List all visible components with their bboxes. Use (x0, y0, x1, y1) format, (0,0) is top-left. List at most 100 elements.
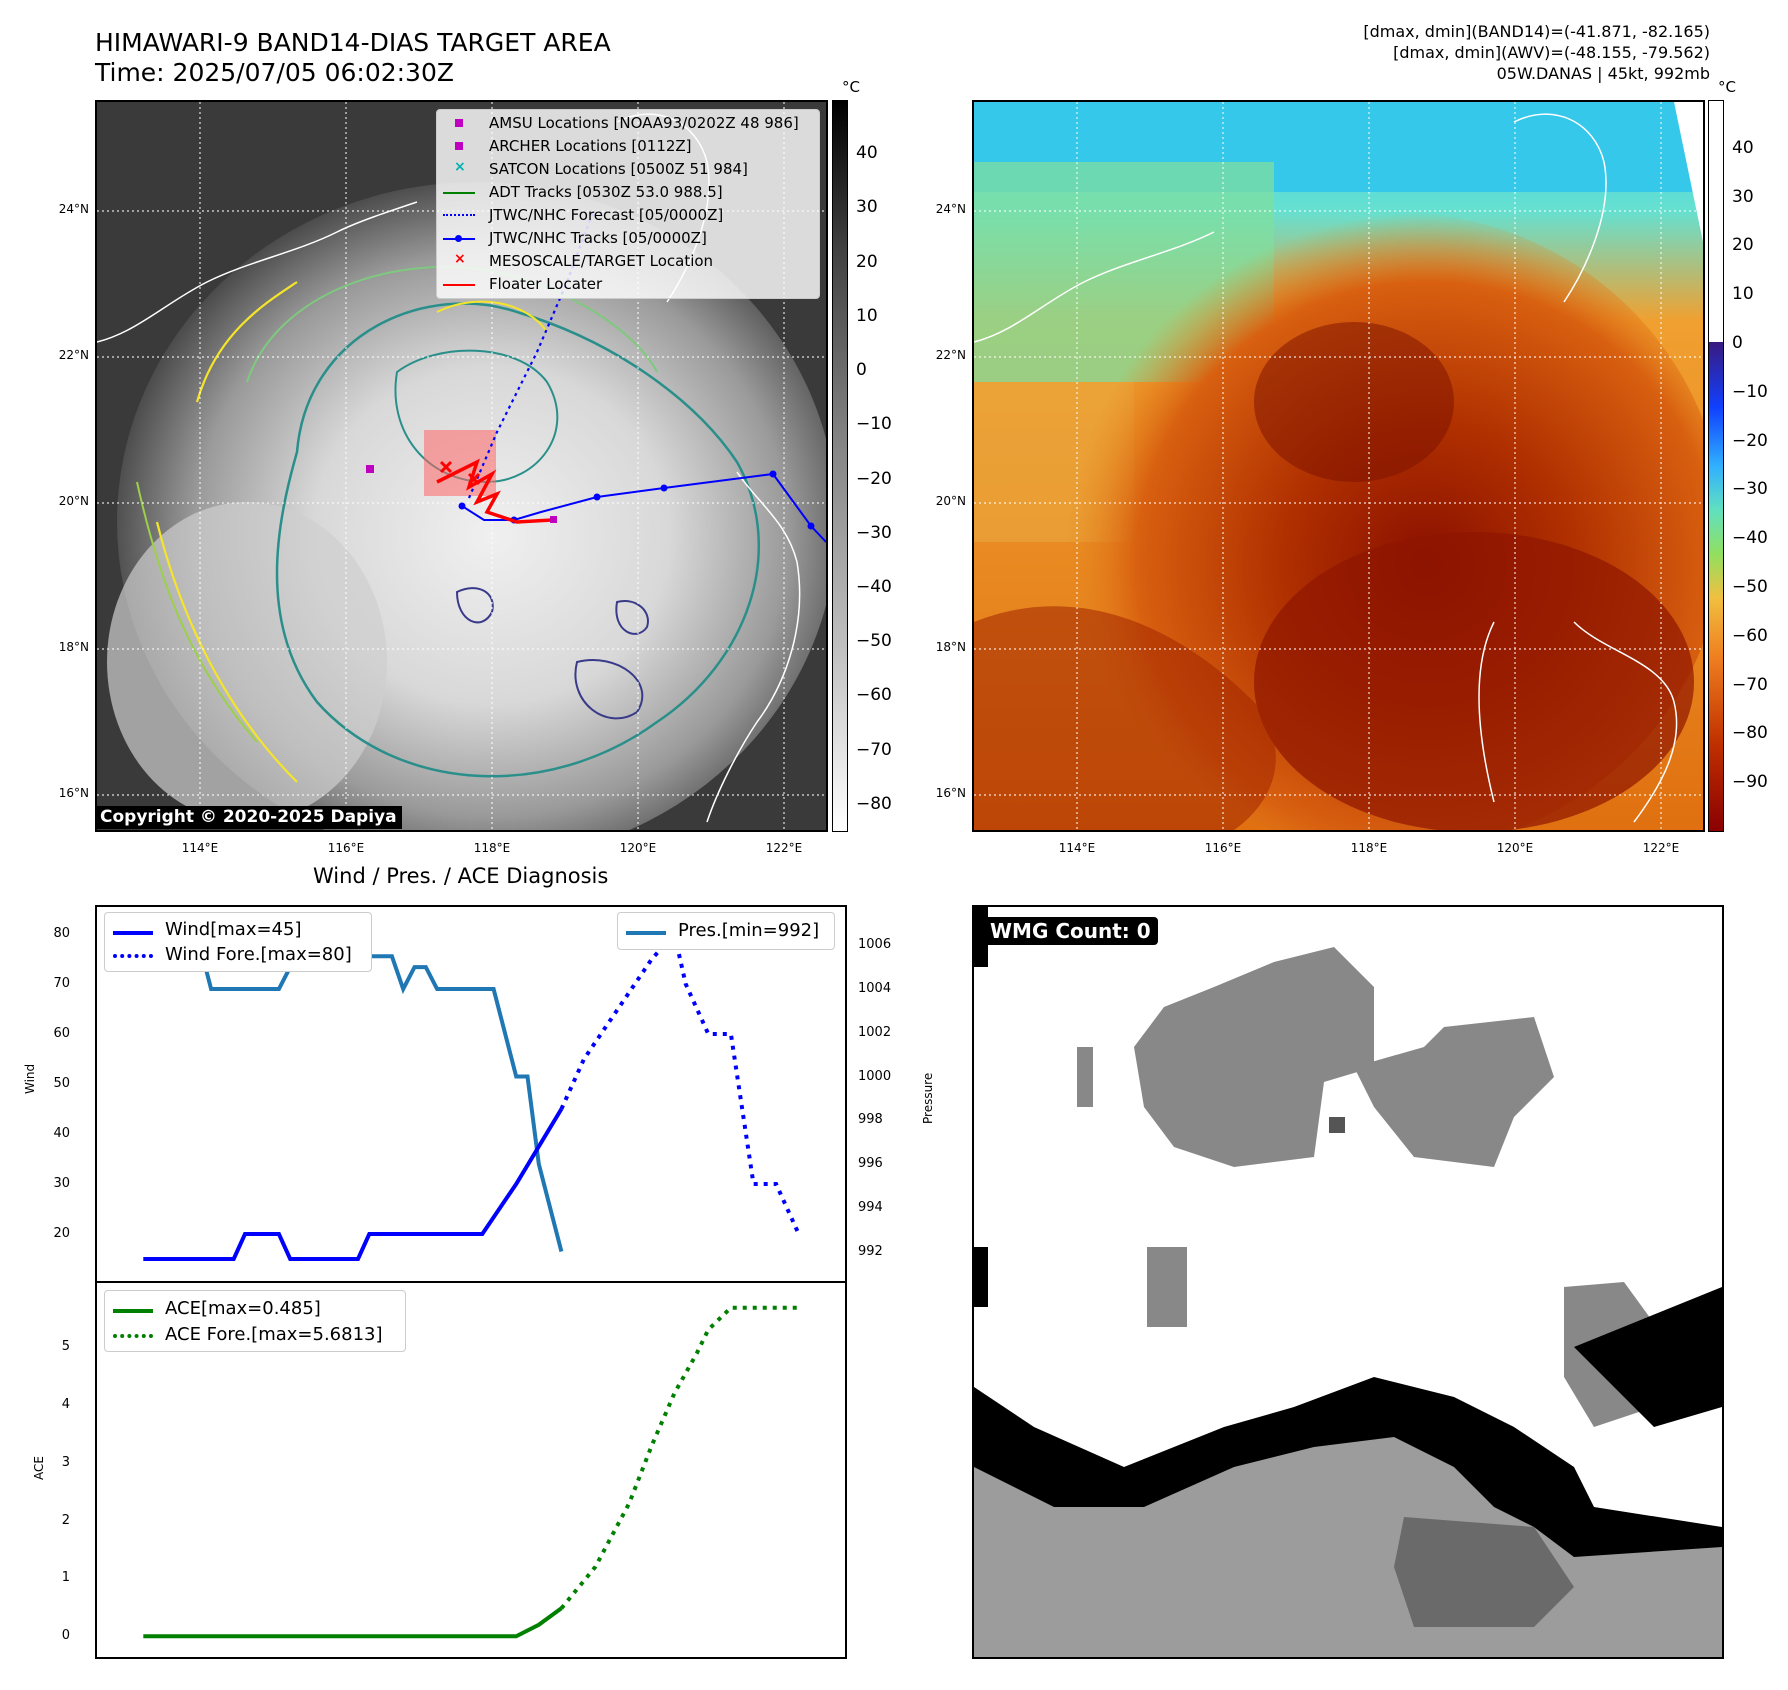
wind-legend-label: Wind[max=45] (165, 919, 302, 940)
wv-lat-tick: 22°N (935, 348, 966, 362)
ir-lon-tick: 122°E (765, 841, 803, 855)
ir-colorbar (832, 100, 848, 832)
ace-fore-line-swatch (113, 1334, 153, 1338)
ir-colorbar-tick: −80 (856, 793, 892, 814)
pressure-tick: 996 (858, 1156, 883, 1171)
ace-forecast-series-line (559, 1305, 799, 1610)
ir-colorbar-tick: −10 (856, 414, 892, 435)
ir-lat-tick: 16°N (58, 786, 89, 800)
pressure-tick: 1006 (858, 937, 892, 953)
wmg-image (974, 907, 1722, 1657)
ace-legend: ACE[max=0.485] ACE Fore.[max=5.6813] (104, 1290, 406, 1352)
diagnosis-title: Wind / Pres. / ACE Diagnosis (313, 864, 609, 888)
ace-tick: 1 (61, 1570, 70, 1586)
ir-lon-tick: 114°E (181, 841, 219, 855)
wv-colorbar-tick: −20 (1732, 430, 1768, 451)
ir-colorbar-tick: 30 (856, 197, 878, 218)
ir-colorbar-tick: −20 (856, 468, 892, 489)
wind-tick: 80 (53, 926, 70, 941)
ir-lat-tick: 18°N (58, 640, 89, 654)
wv-colorbar-tick: −50 (1732, 577, 1768, 597)
band14-range-info: [dmax, dmin](BAND14)=(-41.871, -82.165) (1363, 22, 1710, 41)
ace-tick: 0 (61, 1628, 70, 1644)
pressure-legend-label: Pres.[min=992] (678, 920, 820, 941)
x-marker-icon: × (454, 159, 466, 175)
wv-colorbar (1708, 100, 1724, 832)
copyright-label: Copyright © 2020-2025 Dapiya (95, 806, 402, 829)
wmg-count-badge: WMG Count: 0 (983, 917, 1158, 945)
wv-lon-tick: 118°E (1350, 841, 1388, 855)
wind-tick: 20 (53, 1226, 70, 1241)
figure-time: Time: 2025/07/05 06:02:30Z (95, 58, 454, 87)
wind-tick: 50 (53, 1076, 70, 1091)
awv-range-info: [dmax, dmin](AWV)=(-48.155, -79.562) (1393, 43, 1710, 62)
dot-marker-icon (455, 235, 462, 242)
pressure-tick: 994 (858, 1199, 883, 1215)
wv-lat-tick: 18°N (935, 640, 966, 654)
ace-tick: 3 (61, 1454, 70, 1470)
ir-lat-tick: 20°N (58, 494, 89, 508)
wv-colorbar-tick: 10 (1732, 284, 1754, 305)
wind-tick: 70 (53, 976, 70, 991)
wv-lon-tick: 120°E (1496, 841, 1534, 855)
ir-lon-tick: 116°E (327, 841, 365, 855)
wind-fore-line-swatch (113, 954, 153, 958)
wv-lat-tick: 20°N (935, 494, 966, 508)
wind-axis-label: Wind (23, 1063, 37, 1094)
wv-colorbar-tick: 0 (1732, 333, 1743, 353)
ace-plot (143, 1305, 799, 1639)
pressure-tick: 1002 (858, 1024, 892, 1040)
wv-colorbar-unit: °C (1718, 78, 1736, 96)
wind-forecast-series-line (559, 929, 801, 1235)
pressure-tick: 1004 (858, 981, 892, 996)
pressure-tick: 1000 (858, 1068, 892, 1084)
wv-map-image (974, 102, 1703, 830)
wv-colorbar-tick: 30 (1732, 186, 1754, 207)
ir-colorbar-tick: −40 (856, 577, 892, 597)
pressure-series-line (143, 943, 564, 1253)
line-marker-icon (443, 192, 475, 194)
wv-colorbar-tick: 40 (1732, 137, 1754, 158)
wind-tick: 40 (53, 1126, 70, 1141)
ir-lat-tick: 24°N (58, 202, 89, 216)
pressure-tick: 998 (858, 1112, 883, 1128)
line-marker-icon (443, 284, 475, 286)
ace-line-swatch (113, 1309, 153, 1313)
figure-title: HIMAWARI-9 BAND14-DIAS TARGET AREA (95, 28, 611, 57)
ace-tick: 2 (61, 1512, 70, 1528)
wv-lon-tick: 114°E (1058, 841, 1096, 855)
wind-line-swatch (113, 931, 153, 935)
wv-colorbar-tick: −90 (1732, 772, 1768, 793)
wv-lon-tick: 122°E (1642, 841, 1680, 855)
wv-colorbar-tick: −70 (1732, 674, 1768, 695)
wind-fore-legend-label: Wind Fore.[max=80] (165, 944, 352, 965)
pressure-tick: 992 (858, 1243, 883, 1259)
wv-colorbar-tick: −10 (1732, 381, 1768, 402)
x-marker-icon: × (454, 251, 466, 267)
ace-series-line (143, 1606, 563, 1639)
ir-lat-tick: 22°N (58, 348, 89, 362)
ace-tick: 4 (61, 1396, 70, 1412)
ir-lon-tick: 120°E (619, 841, 657, 855)
ir-colorbar-tick: 10 (856, 305, 878, 326)
wv-lat-tick: 24°N (935, 202, 966, 216)
ir-colorbar-unit: °C (842, 78, 860, 96)
dotted-line-icon (443, 214, 475, 216)
ir-colorbar-tick: 0 (856, 360, 867, 381)
ir-colorbar-tick: −70 (856, 739, 892, 760)
wind-pressure-plot (143, 929, 801, 1261)
ir-legend: AMSU Locations [NOAA93/0202Z 48 986] ARC… (436, 109, 820, 299)
ace-fore-legend-label: ACE Fore.[max=5.6813] (165, 1324, 383, 1345)
pressure-axis-label: Pressure (921, 1072, 935, 1124)
wind-series-line (143, 1107, 564, 1261)
wmg-panel (972, 905, 1724, 1659)
ir-colorbar-tick: 40 (856, 143, 878, 164)
ir-colorbar-tick: 20 (856, 251, 878, 272)
ace-tick: 5 (61, 1339, 70, 1355)
ir-colorbar-tick: −30 (856, 522, 892, 543)
pressure-line-swatch (626, 931, 666, 935)
wind-legend: Wind[max=45] Wind Fore.[max=80] (104, 912, 372, 972)
wv-colorbar-tick: −80 (1732, 723, 1768, 744)
ace-axis-label: ACE (32, 1456, 46, 1480)
wv-map-panel (972, 100, 1705, 832)
